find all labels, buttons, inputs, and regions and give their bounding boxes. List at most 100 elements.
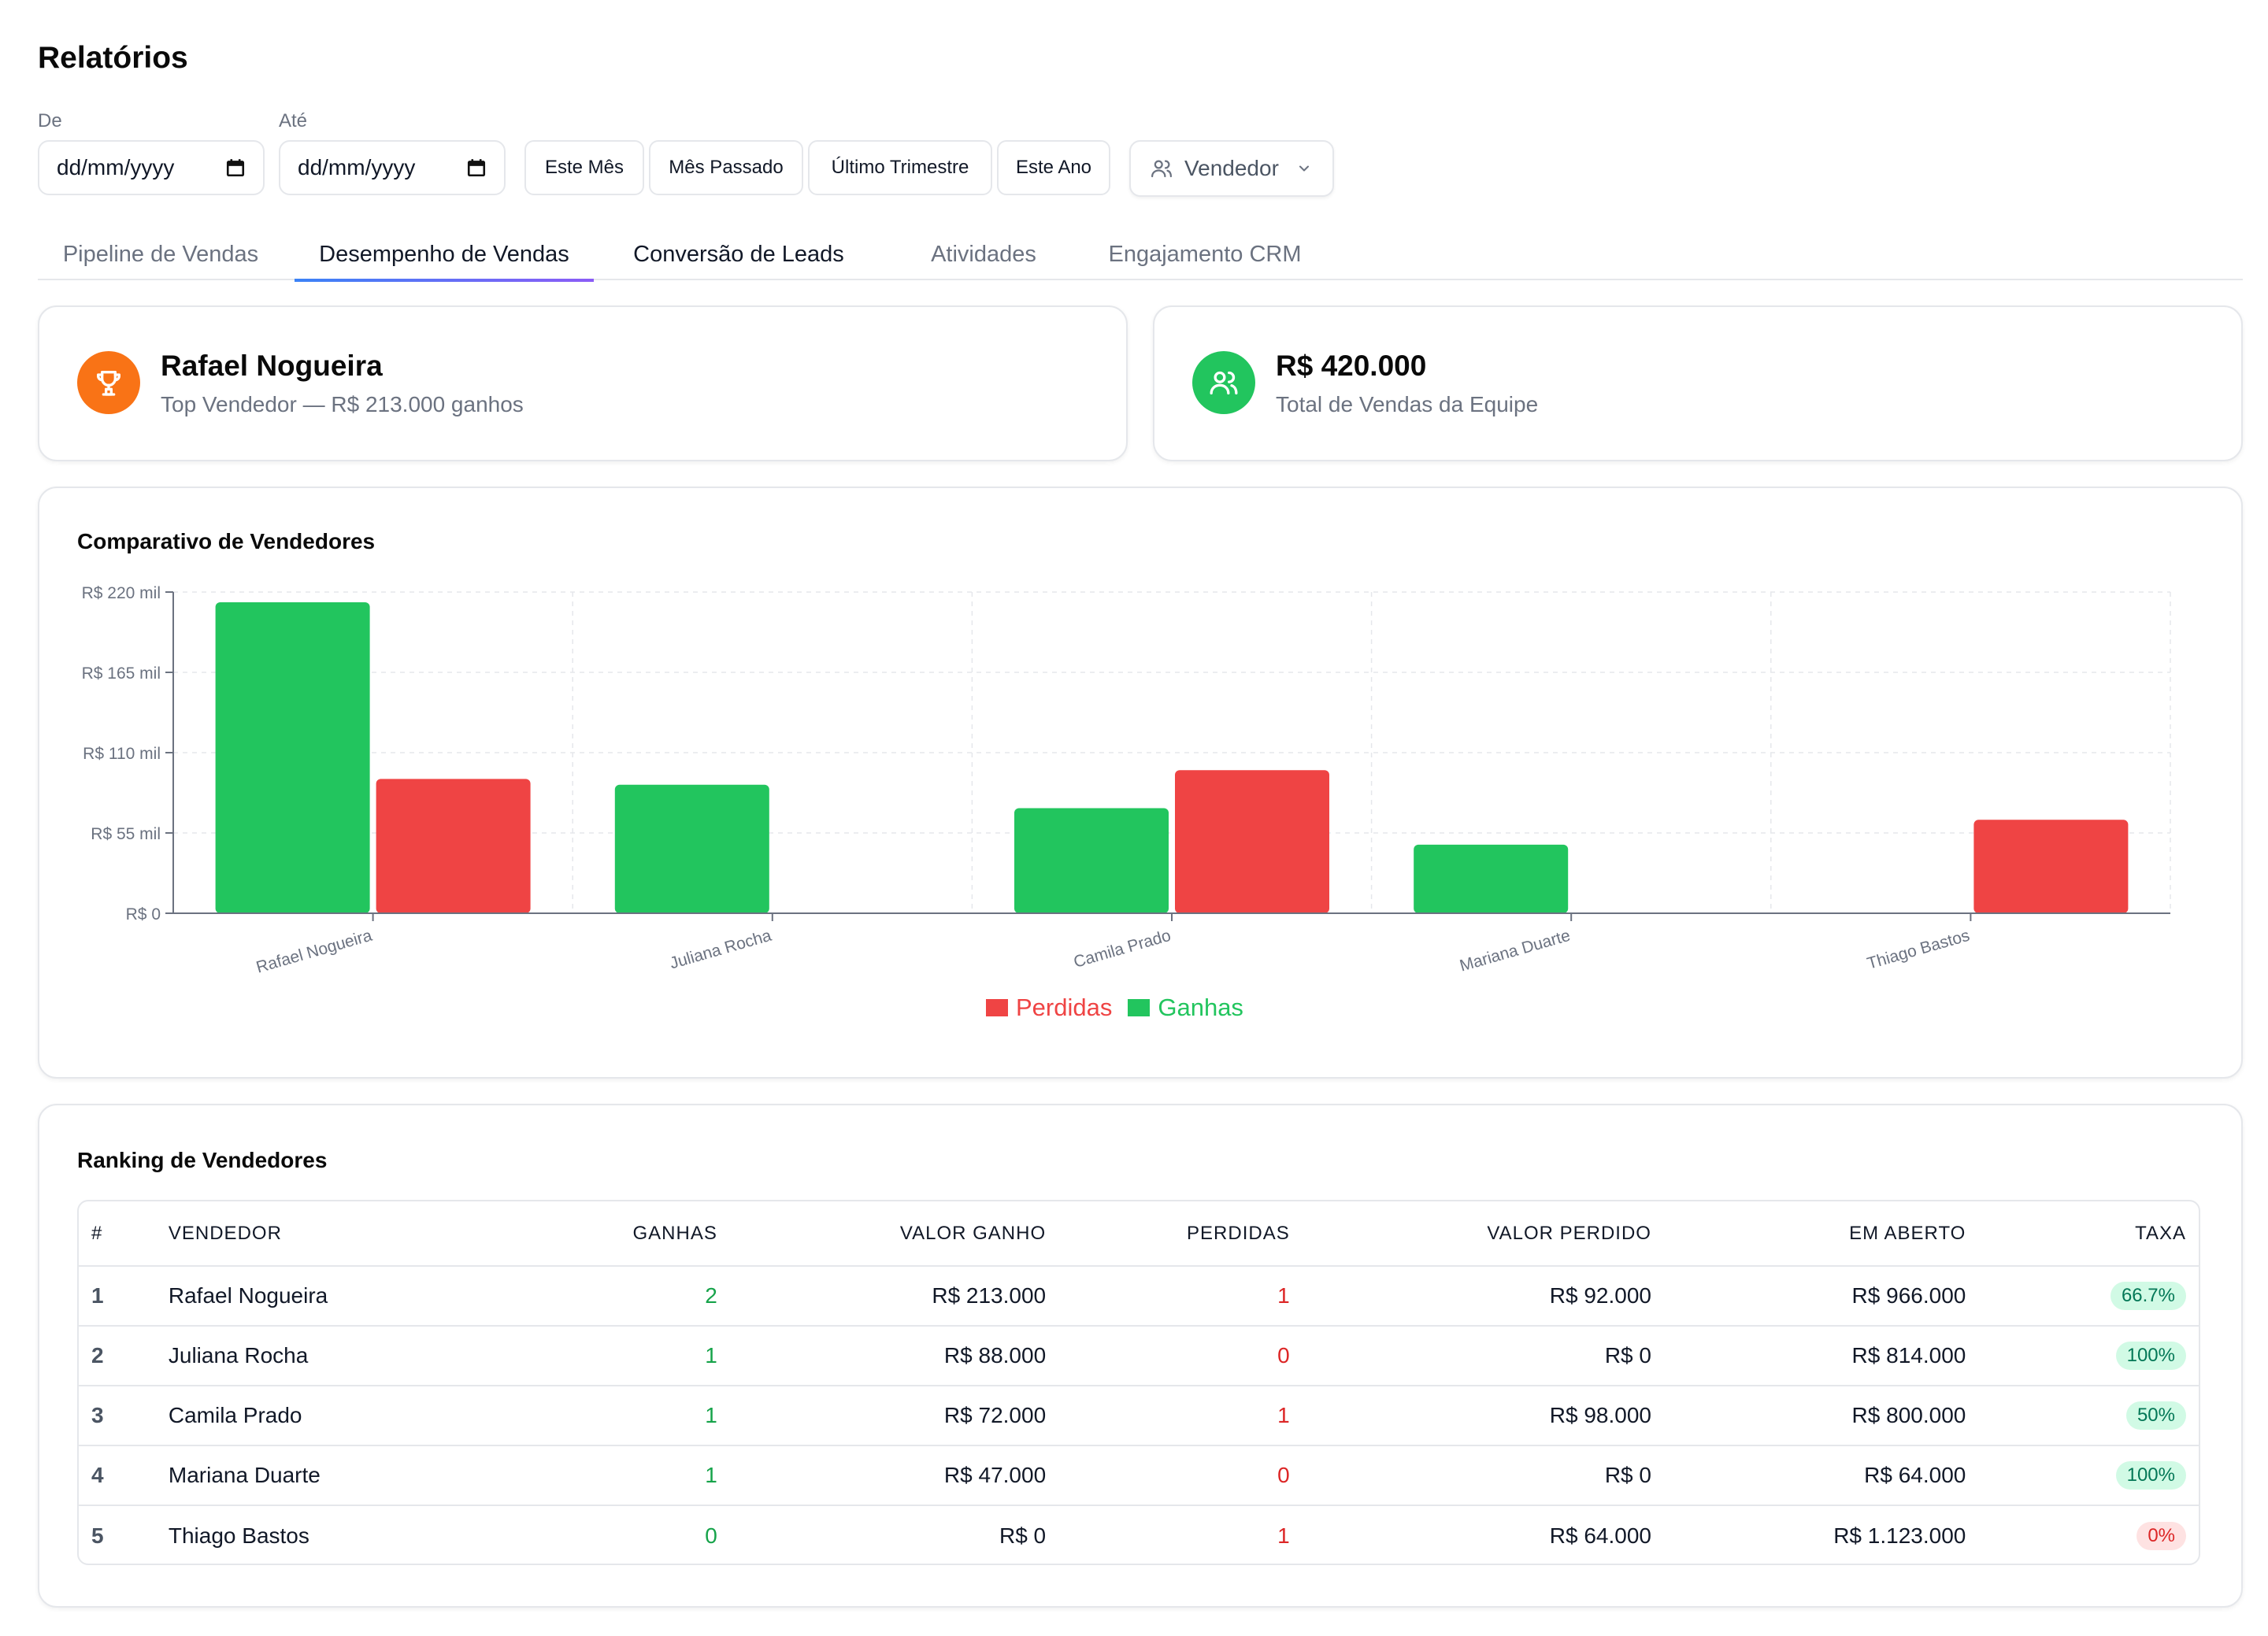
bar-won[interactable]	[1014, 808, 1169, 913]
preset-this-year-button[interactable]: Este Ano	[997, 140, 1110, 195]
rate-cell: 66.7%	[1966, 1266, 2199, 1327]
table-row: 4 Mariana Duarte 1 R$ 47.000 0 R$ 0 R$ 64.000 1…	[79, 1445, 2199, 1506]
lost-value-cell: R$ 92.000	[1289, 1266, 1651, 1327]
column-header-rate: TAXA	[1966, 1201, 2199, 1267]
rate-cell: 100%	[1966, 1445, 2199, 1506]
bar-won[interactable]	[215, 601, 370, 913]
column-header-lost-value: VALOR PERDIDO	[1289, 1201, 1651, 1267]
to-date-placeholder: dd/mm/yyyy	[298, 155, 416, 180]
rate-cell: 0%	[1966, 1505, 2199, 1564]
lost-count-cell: 1	[1046, 1386, 1290, 1446]
bar-won[interactable]	[614, 784, 769, 913]
lost-count-cell: 0	[1046, 1445, 1290, 1506]
preset-last-quarter-button[interactable]: Último Trimestre	[808, 140, 992, 195]
x-tick-label: Thiago Bastos	[1865, 927, 1971, 973]
won-count-cell: 0	[705, 1523, 717, 1548]
seller-comparison-chart: R$ 0 R$ 55 mil R$ 110 mil R$ 165 mil R$ 220 …	[82, 584, 2171, 977]
table-row: 1 Rafael Nogueira 2 R$ 213.000 1 R$ 92.000 R$ …	[79, 1266, 2199, 1327]
users-icon	[1151, 160, 1172, 178]
seller-name-cell: Mariana Duarte	[146, 1445, 461, 1506]
page-title: Relatórios	[38, 41, 188, 75]
y-tick-label: R$ 55 mil	[91, 825, 161, 843]
top-seller-subtitle: Top Vendedor — R$ 213.000 ganhos	[161, 392, 524, 416]
y-tick-label: R$ 220 mil	[82, 584, 161, 602]
won-value-cell: R$ 213.000	[717, 1266, 1047, 1327]
open-value-cell: R$ 814.000	[1651, 1326, 1966, 1386]
x-tick-label: Rafael Nogueira	[254, 927, 375, 977]
bar-lost[interactable]	[376, 779, 531, 913]
legend-label-won: Ganhas	[1158, 994, 1243, 1021]
lost-count-cell: 0	[1046, 1326, 1290, 1386]
rate-badge: 100%	[2115, 1342, 2186, 1370]
preset-last-month-button[interactable]: Mês Passado	[649, 140, 803, 195]
legend-swatch-won	[1128, 999, 1151, 1016]
tab-activities[interactable]: Atividades	[931, 241, 1036, 267]
column-header-won-value: VALOR GANHO	[717, 1201, 1047, 1267]
column-header-won: GANHAS	[461, 1201, 717, 1267]
legend-item-lost[interactable]: Perdidas	[986, 994, 1112, 1022]
won-value-cell: R$ 0	[999, 1523, 1047, 1548]
legend-label-lost: Perdidas	[1016, 994, 1113, 1021]
tab-crm-engagement[interactable]: Engajamento CRM	[1108, 241, 1302, 267]
rate-badge: 100%	[2115, 1461, 2186, 1490]
rate-badge: 66.7%	[2110, 1282, 2186, 1310]
bar-won[interactable]	[1414, 844, 1569, 913]
rate-badge: 50%	[2125, 1401, 2186, 1430]
open-value-cell: R$ 1.123.000	[1833, 1523, 1966, 1548]
bar-lost[interactable]	[1175, 770, 1329, 913]
open-value-cell: R$ 800.000	[1651, 1386, 1966, 1446]
y-tick-label: R$ 110 mil	[83, 745, 161, 763]
table-row: 5 Thiago Bastos 0 R$ 0 1 R$ 64.000 R$ 1.123.00…	[79, 1505, 2199, 1564]
won-count-cell: 2	[461, 1266, 717, 1327]
won-count-cell: 1	[461, 1445, 717, 1506]
tab-sales-performance[interactable]: Desempenho de Vendas	[295, 228, 594, 282]
won-count-cell: 1	[461, 1386, 717, 1446]
column-header-seller: VENDEDOR	[146, 1201, 461, 1267]
column-header-lost: PERDIDAS	[1046, 1201, 1290, 1267]
x-tick-label: Camila Prado	[1072, 927, 1173, 972]
chart-legend: Perdidas Ganhas	[986, 994, 1259, 1022]
report-tabs: Pipeline de Vendas Desempenho de Vendas …	[38, 228, 2243, 282]
x-tick-label: Mariana Duarte	[1458, 927, 1572, 975]
seller-select-label: Vendedor	[1184, 156, 1279, 180]
lost-value-cell: R$ 0	[1289, 1326, 1651, 1386]
calendar-icon[interactable]	[466, 157, 487, 178]
bar-lost[interactable]	[1973, 820, 2129, 913]
lost-value-cell: R$ 0	[1289, 1445, 1651, 1506]
column-header-open: EM ABERTO	[1651, 1201, 1966, 1267]
table-header-row: # VENDEDOR GANHAS VALOR GANHO PERDIDAS V…	[79, 1201, 2199, 1267]
seller-name-cell: Thiago Bastos	[168, 1523, 309, 1548]
rate-cell: 100%	[1966, 1326, 2199, 1386]
team-total-value: R$ 420.000	[1276, 350, 1427, 382]
users-icon	[1192, 351, 1255, 414]
won-value-cell: R$ 47.000	[717, 1445, 1047, 1506]
ranking-table: # VENDEDOR GANHAS VALOR GANHO PERDIDAS V…	[77, 1200, 2200, 1565]
ranking-title: Ranking de Vendedores	[77, 1148, 328, 1172]
y-tick-label: R$ 0	[126, 905, 161, 923]
legend-swatch-lost	[986, 999, 1008, 1016]
table-row: 2 Juliana Rocha 1 R$ 88.000 0 R$ 0 R$ 814.000 1…	[79, 1326, 2199, 1386]
won-value-cell: R$ 72.000	[717, 1386, 1047, 1446]
rank-cell: 4	[79, 1445, 146, 1506]
seller-select[interactable]: Vendedor	[1129, 140, 1334, 197]
from-date-input[interactable]: dd/mm/yyyy	[38, 140, 265, 195]
rate-cell: 50%	[1966, 1386, 2199, 1446]
column-header-rank: #	[79, 1201, 146, 1267]
calendar-icon[interactable]	[225, 157, 246, 178]
x-tick-label: Juliana Rocha	[668, 927, 774, 973]
team-total-card: R$ 420.000 Total de Vendas da Equipe	[1153, 305, 2243, 461]
rank-cell: 5	[91, 1523, 104, 1548]
rank-cell: 3	[79, 1386, 146, 1446]
lost-value-cell: R$ 64.000	[1549, 1523, 1651, 1548]
to-label: Até	[279, 110, 308, 131]
tab-pipeline[interactable]: Pipeline de Vendas	[62, 241, 259, 267]
legend-item-won[interactable]: Ganhas	[1128, 994, 1243, 1022]
chevron-down-icon	[1299, 165, 1309, 172]
table-row: 3 Camila Prado 1 R$ 72.000 1 R$ 98.000 R$ 800.…	[79, 1386, 2199, 1446]
tab-lead-conversion[interactable]: Conversão de Leads	[633, 241, 844, 267]
top-seller-card: Rafael Nogueira Top Vendedor — R$ 213.00…	[38, 305, 1128, 461]
from-label: De	[38, 110, 62, 131]
won-count-cell: 1	[461, 1326, 717, 1386]
to-date-input[interactable]: dd/mm/yyyy	[279, 140, 506, 195]
preset-this-month-button[interactable]: Este Mês	[524, 140, 644, 195]
